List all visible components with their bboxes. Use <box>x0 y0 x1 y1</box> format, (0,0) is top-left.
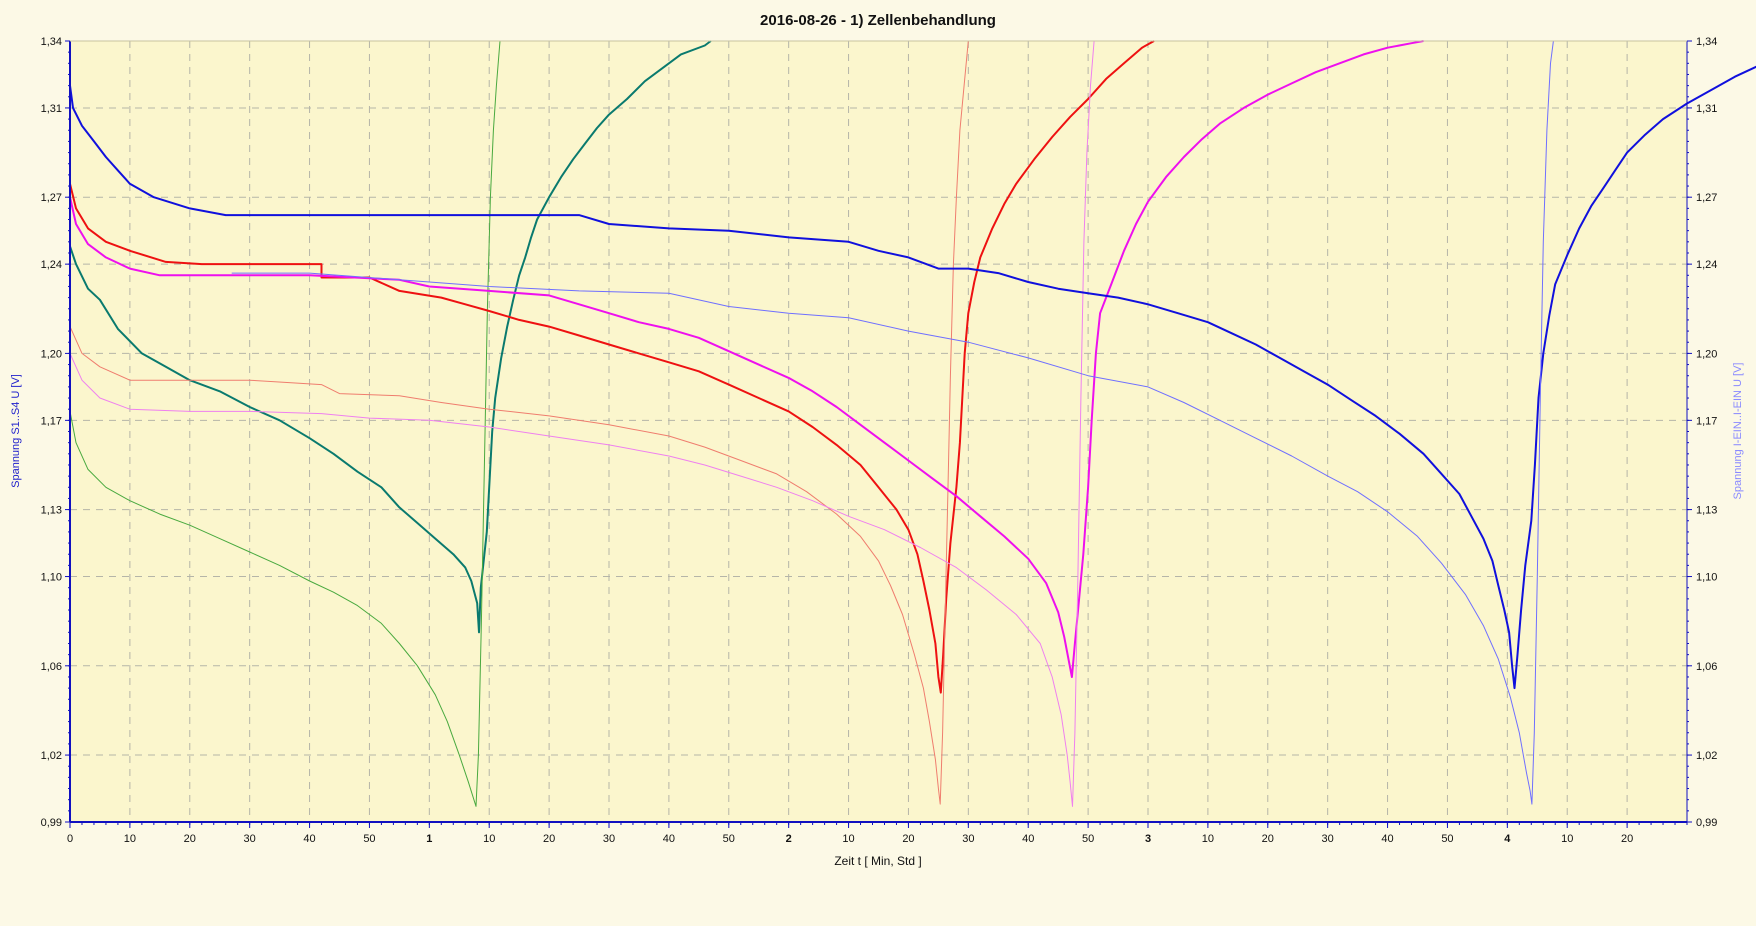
plot-area <box>70 41 1687 822</box>
chart-title: 2016-08-26 - 1) Zellenbehandlung <box>760 12 996 29</box>
x-tick-label: 20 <box>184 833 196 845</box>
x-tick-label: 30 <box>603 833 615 845</box>
y-tick-label-right: 1,13 <box>1696 505 1717 517</box>
x-tick-label: 40 <box>1022 833 1034 845</box>
x-axis-label: Zeit t [ Min, Std ] <box>834 854 921 868</box>
y-tick-label-left: 1,17 <box>41 415 62 427</box>
y-tick-label-right: 1,17 <box>1696 415 1717 427</box>
x-tick-label: 20 <box>1621 833 1633 845</box>
series-line <box>69 40 501 807</box>
x-tick-label: 10 <box>1202 833 1214 845</box>
y-tick-label-right: 1,24 <box>1696 259 1717 271</box>
y-tick-label-right: 1,27 <box>1696 192 1717 204</box>
x-tick-label: 10 <box>124 833 136 845</box>
x-tick-label: 0 <box>67 833 73 845</box>
x-tick-label: 50 <box>723 833 735 845</box>
x-tick-label: 20 <box>1262 833 1274 845</box>
x-tick-label: 20 <box>543 833 555 845</box>
x-tick-label: 50 <box>363 833 375 845</box>
axes: 0,99 0,99 1,02 1,02 1,06 1,06 1,10 1,10 1,13 1,13… <box>41 36 1718 845</box>
x-tick-label: 10 <box>483 833 495 845</box>
y-tick-label-right: 1,10 <box>1696 572 1717 584</box>
y-tick-label-left: 1,27 <box>41 192 62 204</box>
x-tick-label: 3 <box>1145 833 1151 845</box>
y-tick-label-left: 1,02 <box>41 750 62 762</box>
series-line <box>69 40 1424 678</box>
y-tick-label-right: 1,20 <box>1696 348 1717 360</box>
x-tick-label: 50 <box>1082 833 1094 845</box>
x-tick-label: 30 <box>1322 833 1334 845</box>
x-tick-label: 1 <box>426 833 432 845</box>
series-line <box>69 65 1756 690</box>
y-tick-label-left: 1,34 <box>41 36 62 48</box>
x-tick-label: 40 <box>1381 833 1393 845</box>
series-layer <box>69 40 1756 807</box>
series-line <box>69 40 969 805</box>
grid <box>70 41 1687 822</box>
y-tick-label-right: 0,99 <box>1696 817 1717 829</box>
series-line <box>69 40 1095 807</box>
y-axis-label-right: Spannung I-EIN..I-EIN U [V] <box>1732 363 1744 500</box>
y-tick-label-right: 1,06 <box>1696 661 1717 673</box>
x-tick-label: 40 <box>303 833 315 845</box>
y-tick-label-left: 1,24 <box>41 259 62 271</box>
y-tick-label-right: 1,34 <box>1696 36 1717 48</box>
y-axis-label-left: Spannung S1..S4 U [V] <box>10 374 22 488</box>
y-tick-label-right: 1,02 <box>1696 750 1717 762</box>
x-tick-label: 50 <box>1441 833 1453 845</box>
x-tick-label: 40 <box>663 833 675 845</box>
y-tick-label-left: 1,06 <box>41 661 62 673</box>
y-tick-label-left: 1,13 <box>41 505 62 517</box>
y-tick-label-right: 1,31 <box>1696 103 1717 115</box>
y-tick-label-left: 1,31 <box>41 103 62 115</box>
x-tick-label: 2 <box>786 833 792 845</box>
x-tick-label: 20 <box>902 833 914 845</box>
x-tick-label: 10 <box>1561 833 1573 845</box>
x-tick-label: 4 <box>1504 833 1511 845</box>
x-tick-label: 10 <box>842 833 854 845</box>
x-tick-label: 30 <box>244 833 256 845</box>
y-tick-label-left: 0,99 <box>41 817 62 829</box>
y-tick-label-left: 1,20 <box>41 348 62 360</box>
series-line <box>231 40 1554 805</box>
y-tick-label-left: 1,10 <box>41 572 62 584</box>
x-tick-label: 30 <box>962 833 974 845</box>
